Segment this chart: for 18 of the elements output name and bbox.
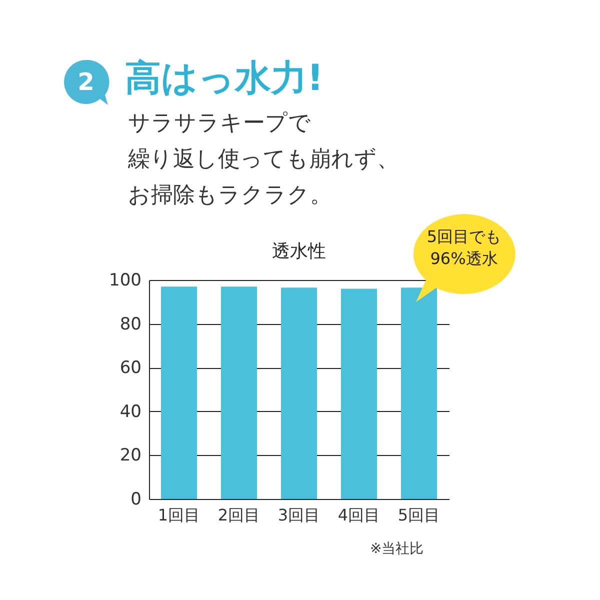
x-tick-label: 3回目	[278, 506, 320, 524]
x-tick-label: 5回目	[398, 506, 440, 524]
y-tick-label: 40	[120, 402, 142, 422]
y-tick-label: 0	[130, 490, 142, 510]
x-tick-label: 2回目	[218, 506, 260, 524]
text: 高はっ水力!	[125, 57, 324, 101]
x-tick-label: 1回目	[158, 506, 200, 524]
y-tick-label: 80	[120, 314, 142, 334]
text: 繰り返し使っても崩れず、	[128, 146, 399, 174]
y-tick-label: 60	[120, 358, 142, 378]
chart-title: 透水性	[272, 241, 326, 262]
text: 5回目でも 96%透水	[426, 226, 502, 270]
text: お掃除もラクラク。	[128, 182, 332, 210]
text: サラサラキープで	[128, 110, 311, 138]
y-tick-label: 100	[109, 270, 142, 290]
text: ※当社比	[370, 540, 424, 558]
x-tick-label: 4回目	[338, 506, 380, 524]
y-tick-label: 20	[120, 446, 142, 466]
